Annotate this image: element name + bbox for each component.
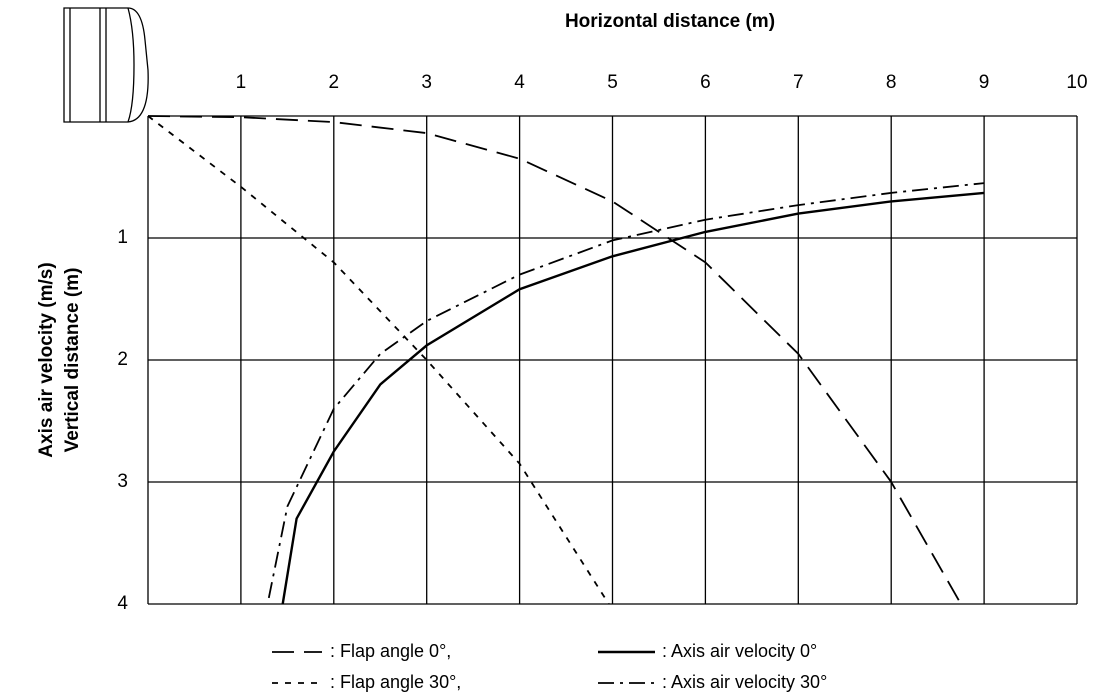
- x-tick-label: 3: [421, 72, 432, 93]
- y-tick-label: 3: [117, 471, 128, 492]
- y-axis-title-2: Vertical distance (m): [62, 268, 83, 453]
- legend-label: : Flap angle 30°,: [330, 672, 461, 692]
- legend-label: : Flap angle 0°,: [330, 641, 451, 661]
- x-tick-label: 1: [236, 72, 247, 93]
- x-tick-label: 7: [793, 72, 804, 93]
- y-axis-title: Axis air velocity (m/s): [36, 262, 57, 457]
- x-tick-label: 10: [1066, 72, 1087, 93]
- legend-label: : Axis air velocity 30°: [662, 672, 827, 692]
- x-tick-label: 2: [329, 72, 340, 93]
- x-tick-label: 5: [607, 72, 618, 93]
- y-tick-label: 2: [117, 349, 128, 370]
- x-axis-title: Horizontal distance (m): [565, 11, 775, 32]
- y-tick-label: 4: [117, 593, 128, 614]
- chart: Horizontal distance (m) Axis air velocit…: [0, 0, 1096, 699]
- legend-label: : Axis air velocity 0°: [662, 641, 817, 661]
- y-tick-label: 1: [117, 227, 128, 248]
- air-conditioner-icon: [64, 8, 148, 122]
- series-line: [283, 193, 984, 604]
- x-tick-label: 8: [886, 72, 897, 93]
- x-tick-label: 6: [700, 72, 711, 93]
- x-tick-label: 4: [514, 72, 525, 93]
- x-tick-label: 9: [979, 72, 990, 93]
